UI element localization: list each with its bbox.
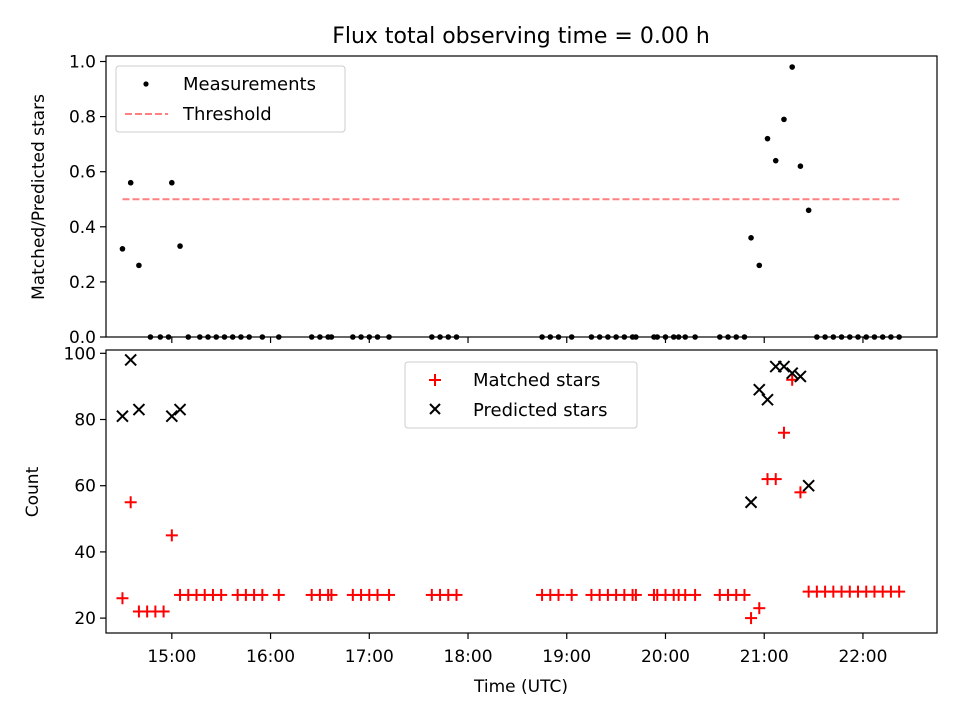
measurement-point bbox=[136, 262, 142, 269]
measurement-point bbox=[169, 179, 175, 186]
x-tick-label: 21:00 bbox=[740, 647, 789, 667]
legend-threshold-label: Threshold bbox=[182, 104, 272, 125]
top-legend-box bbox=[115, 65, 346, 133]
predicted-stars-point bbox=[173, 403, 187, 416]
legend-predicted-label: Predicted stars bbox=[473, 400, 607, 421]
matched-stars-point bbox=[272, 588, 285, 601]
top-axes-frame bbox=[105, 55, 938, 338]
measurement-point bbox=[789, 64, 795, 70]
matched-stars-point bbox=[116, 592, 129, 605]
predicted-stars-point bbox=[744, 496, 758, 509]
measurement-point bbox=[772, 157, 779, 164]
x-tick-label: 20:00 bbox=[641, 647, 690, 667]
measurement-point bbox=[127, 179, 134, 186]
top-panel: Flux total observing time = 0.00 h Match… bbox=[29, 24, 938, 348]
bottom-legend: Matched stars Predicted stars bbox=[404, 361, 638, 429]
matched-stars-point bbox=[777, 426, 790, 439]
y-tick-label: 60 bbox=[74, 477, 96, 497]
bottom-x-axis-label: Time (UTC) bbox=[473, 677, 568, 697]
x-tick-label: 15:00 bbox=[147, 647, 196, 667]
legend-matched-marker bbox=[429, 374, 441, 386]
predicted-stars-point bbox=[165, 409, 179, 423]
legend-matched-label: Matched stars bbox=[473, 370, 600, 391]
legend-measurements-label: Measurements bbox=[183, 74, 316, 95]
matched-stars-point bbox=[753, 602, 766, 615]
y-tick-label: 0.4 bbox=[69, 218, 96, 238]
y-tick-label: 100 bbox=[64, 344, 96, 364]
matched-stars-point bbox=[157, 605, 170, 618]
predicted-stars-point bbox=[124, 353, 137, 367]
measurement-point bbox=[756, 262, 763, 269]
legend-measurements-marker bbox=[143, 81, 149, 87]
predicted-stars-point bbox=[116, 409, 129, 423]
measurement-point bbox=[797, 163, 804, 169]
matched-stars-point bbox=[371, 588, 384, 601]
matched-stars-point bbox=[215, 588, 228, 601]
matched-stars-point bbox=[325, 588, 338, 601]
top-legend: Measurements Threshold bbox=[115, 65, 346, 133]
predicted-stars-point bbox=[777, 360, 791, 373]
predicted-stars-point bbox=[802, 479, 815, 492]
bottom-y-axis-label: Count bbox=[23, 466, 43, 517]
matched-stars-point bbox=[552, 588, 565, 601]
matched-stars-point bbox=[794, 486, 807, 499]
y-tick-label: 80 bbox=[74, 411, 96, 431]
predicted-stars-point bbox=[785, 366, 799, 380]
y-tick-label: 0.2 bbox=[69, 273, 96, 293]
y-tick-label: 40 bbox=[74, 543, 96, 563]
measurement-point bbox=[748, 235, 754, 241]
x-tick-label: 22:00 bbox=[838, 647, 887, 667]
bottom-axes-frame bbox=[105, 349, 938, 634]
matched-stars-point bbox=[565, 588, 578, 601]
bottom-plot-marks bbox=[116, 353, 906, 625]
matched-stars-point bbox=[383, 588, 396, 601]
legend-predicted-marker bbox=[429, 403, 441, 415]
matched-stars-point bbox=[745, 612, 758, 625]
x-tick-label: 18:00 bbox=[444, 647, 493, 667]
measurement-point bbox=[119, 246, 126, 252]
predicted-stars-point bbox=[794, 370, 807, 383]
x-tick-label: 17:00 bbox=[345, 647, 394, 667]
matched-stars-point bbox=[165, 529, 178, 542]
x-tick-label: 16:00 bbox=[246, 647, 295, 667]
matched-stars-point bbox=[124, 496, 137, 509]
matched-stars-point bbox=[893, 585, 906, 598]
y-tick-label: 1.0 bbox=[69, 53, 96, 73]
matched-stars-point bbox=[769, 473, 782, 486]
chart-title: Flux total observing time = 0.00 h bbox=[332, 24, 710, 49]
predicted-stars-point bbox=[132, 403, 146, 416]
matched-stars-point bbox=[689, 588, 702, 601]
matched-stars-point bbox=[629, 588, 642, 601]
top-y-ticks: 0.0 0.2 0.4 0.6 0.8 1.0 bbox=[69, 53, 106, 348]
predicted-stars-point bbox=[761, 393, 774, 406]
measurement-point bbox=[177, 243, 183, 249]
measurement-point bbox=[764, 135, 771, 142]
x-tick-label: 19:00 bbox=[542, 647, 591, 667]
bottom-legend-box bbox=[404, 361, 638, 429]
predicted-stars-point bbox=[753, 383, 766, 396]
top-y-axis-label: Matched/Predicted stars bbox=[29, 94, 49, 300]
measurement-point bbox=[805, 207, 812, 214]
matched-stars-point bbox=[738, 588, 751, 601]
y-tick-label: 20 bbox=[74, 609, 96, 629]
matched-stars-point bbox=[450, 588, 463, 601]
bottom-y-ticks: 20 40 60 80 100 bbox=[64, 344, 106, 629]
measurement-point bbox=[781, 116, 787, 123]
y-tick-label: 0.6 bbox=[69, 163, 96, 183]
matched-stars-point bbox=[256, 588, 269, 601]
y-tick-label: 0.0 bbox=[69, 328, 96, 348]
y-tick-label: 0.8 bbox=[69, 108, 96, 128]
bottom-x-ticks: 15:00 16:00 17:00 18:00 19:00 20:00 21:00 22:00 bbox=[147, 633, 887, 667]
